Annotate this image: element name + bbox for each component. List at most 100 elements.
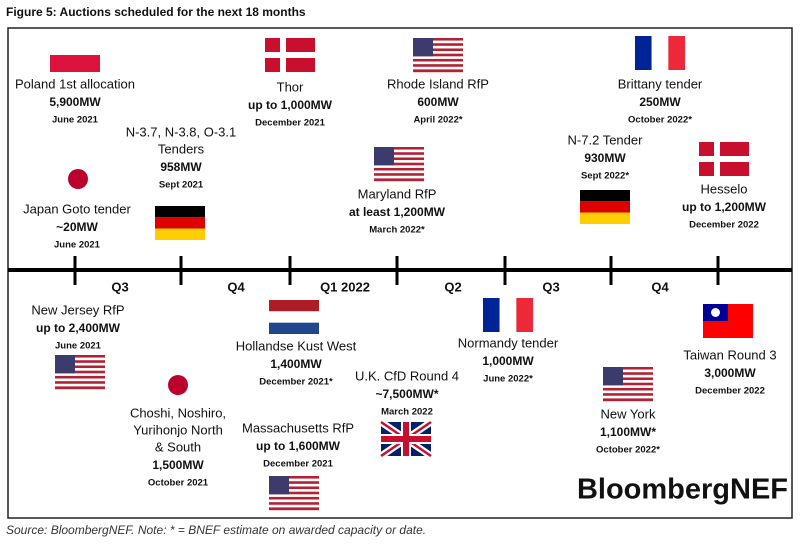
auction-name: Yurihonjo North xyxy=(133,422,223,437)
flag-part xyxy=(413,48,463,52)
auction-capacity: 5,900MW xyxy=(49,95,101,109)
flag-part xyxy=(413,69,463,73)
auction-date: June 2021 xyxy=(52,115,99,126)
auction-capacity: 600MW xyxy=(417,95,459,109)
flag-part xyxy=(603,385,653,389)
title: Figure 5: Auctions scheduled for the nex… xyxy=(6,5,306,19)
flag-part xyxy=(269,489,319,492)
auction-date: December 2021* xyxy=(259,377,333,388)
flag-part xyxy=(155,217,205,229)
flag-part xyxy=(55,381,105,384)
flag-part xyxy=(155,206,205,218)
logo: BloombergNEF xyxy=(577,474,788,506)
auction-name: & South xyxy=(155,439,201,454)
auction-name: Brittany tender xyxy=(618,76,703,91)
flag-part xyxy=(603,382,653,386)
auction-name: Maryland RfP xyxy=(358,186,437,201)
flag-part xyxy=(374,178,424,182)
flag-part xyxy=(603,372,653,376)
flag-part xyxy=(55,378,105,382)
flag-part xyxy=(50,55,100,72)
auction-date: October 2022* xyxy=(628,115,692,126)
flag-part xyxy=(269,478,319,482)
flag-part xyxy=(603,367,623,386)
auction-name: Japan Goto tender xyxy=(23,201,131,216)
auction-capacity: up to 1,600MW xyxy=(256,439,341,453)
flag-part xyxy=(413,66,463,70)
flag xyxy=(269,300,319,334)
auction-name: N-7.2 Tender xyxy=(568,132,644,147)
flag xyxy=(379,419,433,459)
quarter-label: Q3 xyxy=(111,279,128,294)
flag-part xyxy=(413,61,463,65)
flag-part xyxy=(483,298,500,332)
auction-date: December 2022 xyxy=(695,386,765,397)
flag-part xyxy=(603,390,653,394)
flag xyxy=(603,367,653,402)
flag-part xyxy=(603,374,653,378)
flag-part xyxy=(374,149,424,153)
auction-date: June 2021 xyxy=(54,240,101,251)
auction-date: October 2021 xyxy=(148,478,209,489)
flag-part xyxy=(413,58,463,62)
flag-part xyxy=(413,40,463,44)
flag-part xyxy=(269,311,319,323)
flag-part xyxy=(269,481,319,485)
flag-part xyxy=(580,190,630,202)
flag-part xyxy=(603,387,653,391)
flag-part xyxy=(413,38,433,57)
flag xyxy=(155,206,205,240)
auction-date: June 2021 xyxy=(55,341,102,352)
auction-name: Rhode Island RfP xyxy=(387,76,489,91)
auction-date: April 2022* xyxy=(413,115,462,126)
auction-capacity: ~20MW xyxy=(56,220,98,234)
flag-part xyxy=(580,212,630,224)
flag xyxy=(413,38,463,73)
flag-part xyxy=(603,380,653,383)
auction-capacity: 958MW xyxy=(160,160,202,174)
auction-date: March 2022* xyxy=(369,225,425,236)
flag-part xyxy=(55,355,75,374)
auction-name: Normandy tender xyxy=(458,335,559,350)
quarter-label: Q4 xyxy=(227,279,245,294)
auction-name: U.K. CfD Round 4 xyxy=(355,368,459,383)
flag-part xyxy=(55,386,105,390)
auction-name: Choshi, Noshiro, xyxy=(130,405,226,420)
auction-date: December 2022 xyxy=(689,220,759,231)
flag-part xyxy=(413,64,463,67)
flag-part xyxy=(55,362,105,366)
flag-part xyxy=(603,377,653,381)
flag-part xyxy=(269,502,319,505)
flag-part xyxy=(374,173,424,176)
auction-date: Sept 2021 xyxy=(159,180,204,191)
flag-part xyxy=(168,375,188,395)
flag-part xyxy=(55,357,105,361)
flag xyxy=(153,368,203,402)
flag-part xyxy=(651,36,669,70)
flag-part xyxy=(413,56,463,60)
flag xyxy=(635,36,685,70)
flag-part xyxy=(55,355,105,358)
flag-part xyxy=(269,300,319,312)
flag xyxy=(50,38,100,72)
auction-capacity: 250MW xyxy=(639,95,681,109)
flag xyxy=(580,190,630,224)
flag-part xyxy=(413,38,463,41)
frame xyxy=(7,27,793,519)
flag-part xyxy=(55,383,105,387)
auction-name: Tenders xyxy=(158,141,205,156)
flag-part xyxy=(668,36,685,70)
flag-part xyxy=(55,373,105,377)
flag-part xyxy=(711,308,720,317)
auction-name: Hesselo xyxy=(701,181,748,196)
auction-name: Thor xyxy=(277,79,304,94)
flag-part xyxy=(269,491,319,495)
auction-capacity: 1,100MW* xyxy=(600,425,656,439)
flag-part xyxy=(265,52,315,58)
auction-date: December 2021 xyxy=(255,118,325,129)
auction-name: Hollandse Kust West xyxy=(236,338,357,353)
flag-part xyxy=(374,170,424,174)
flag xyxy=(699,142,749,176)
auction-capacity: up to 1,200MW xyxy=(682,200,767,214)
flag-part xyxy=(699,156,749,162)
